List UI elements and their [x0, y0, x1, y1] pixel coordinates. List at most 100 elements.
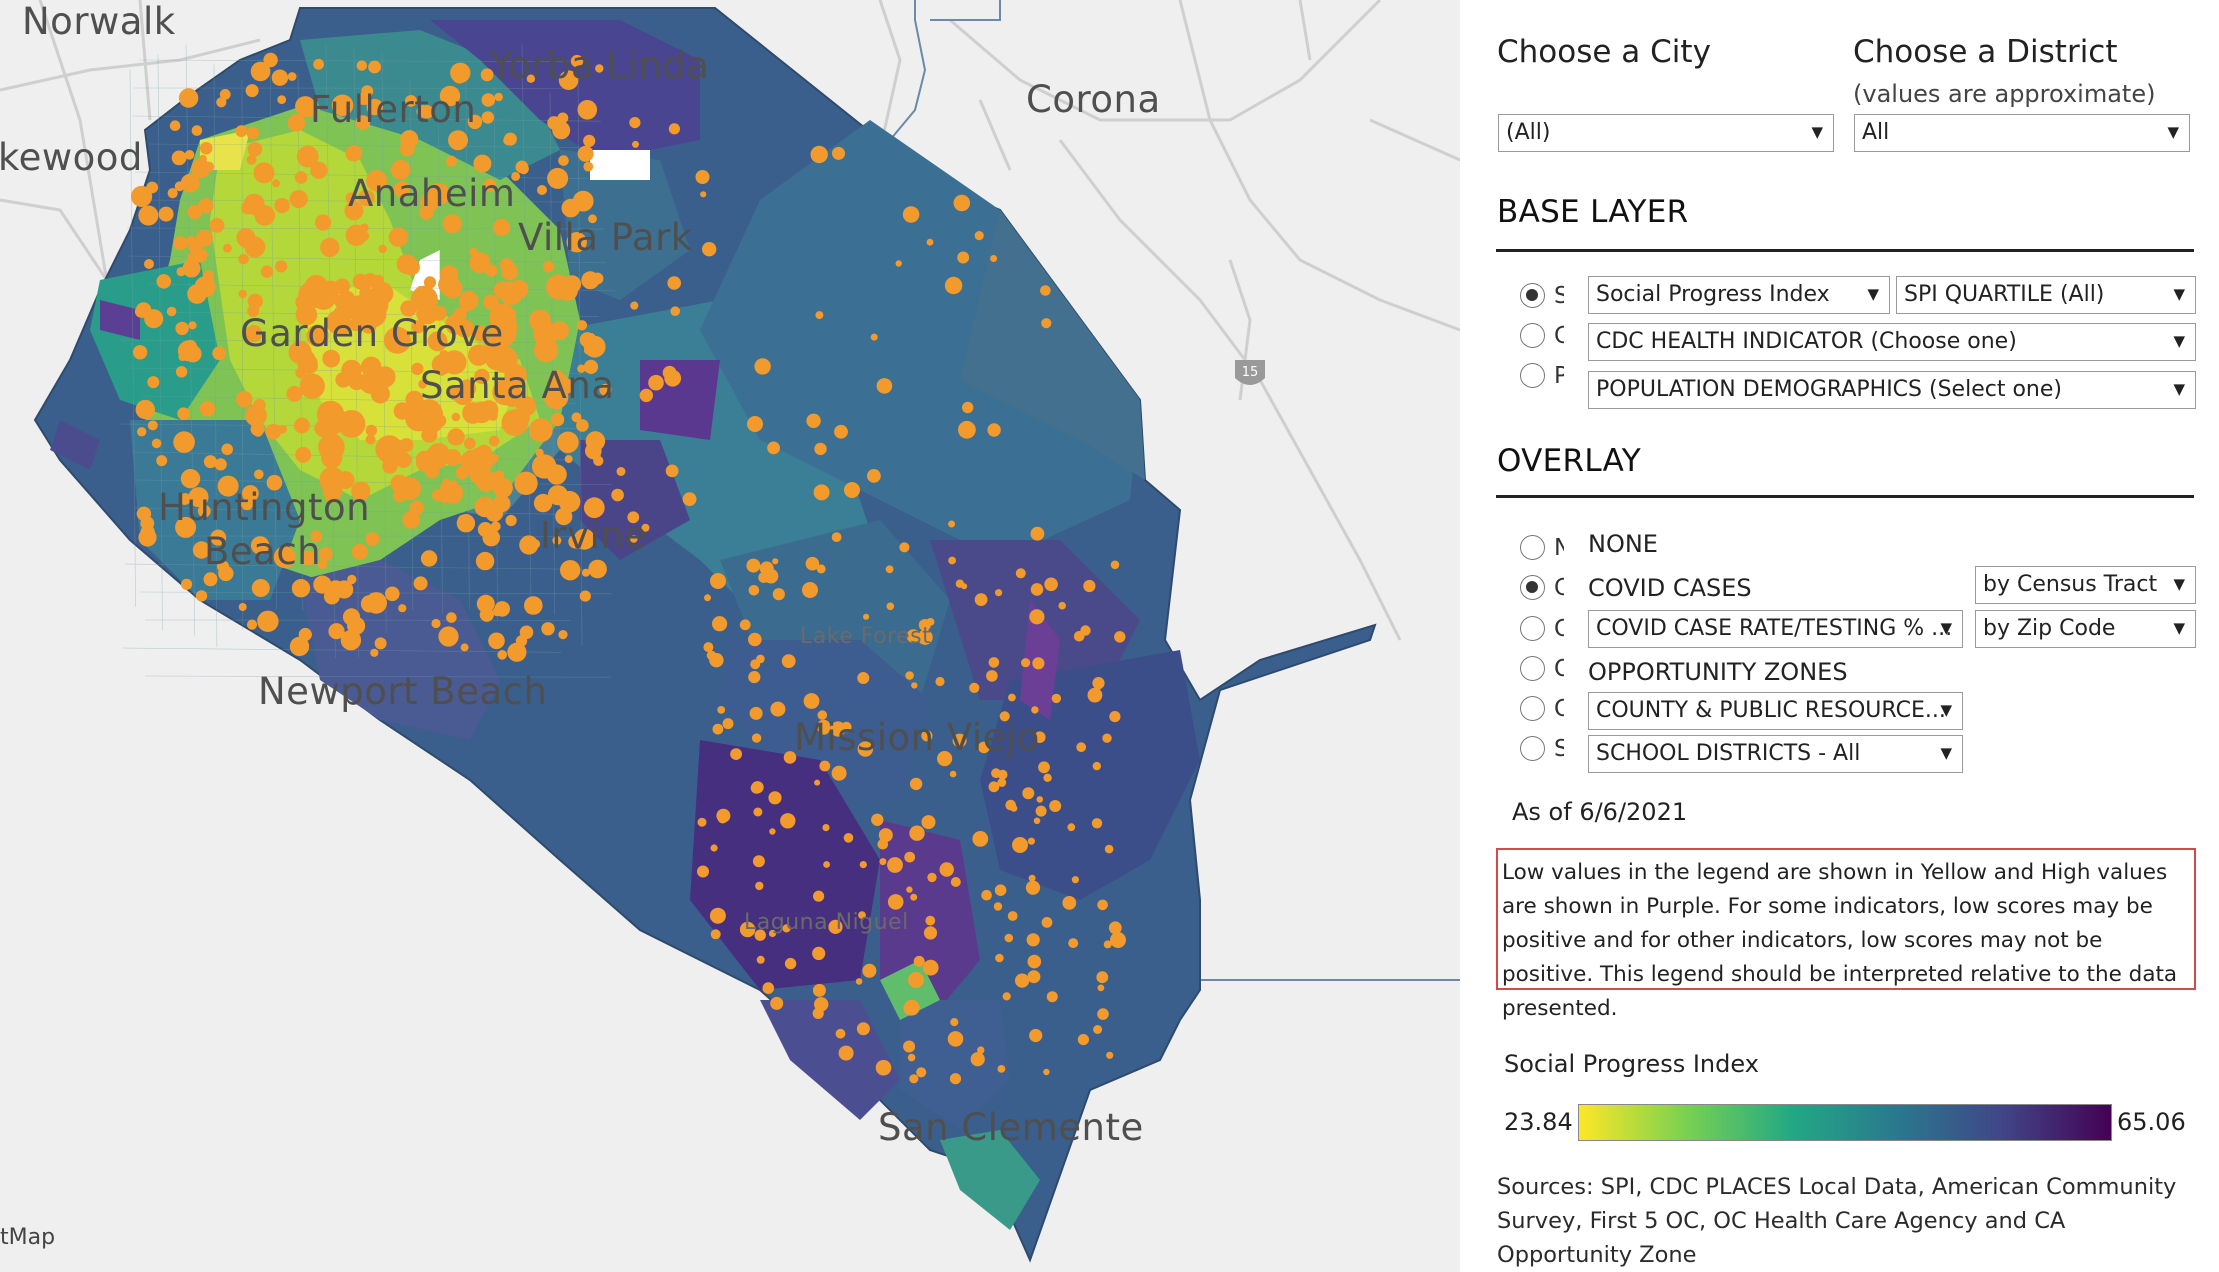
covid-case-dot[interactable] [1097, 899, 1108, 911]
covid-case-dot[interactable] [212, 346, 227, 361]
covid-case-dot[interactable] [1012, 837, 1028, 853]
covid-case-dot[interactable] [361, 356, 382, 377]
covid-case-dot[interactable] [299, 373, 325, 399]
covid-case-dot[interactable] [749, 706, 763, 720]
covid-case-dot[interactable] [955, 579, 965, 588]
covid-case-dot[interactable] [639, 388, 653, 403]
covid-case-dot[interactable] [751, 781, 764, 794]
covid-case-dot[interactable] [277, 95, 287, 104]
covid-case-dot[interactable] [186, 235, 196, 245]
covid-case-dot[interactable] [1035, 805, 1047, 817]
covid-case-dot[interactable] [1027, 837, 1035, 845]
covid-case-dot[interactable] [981, 889, 992, 901]
covid-case-dot[interactable] [370, 281, 394, 305]
covid-case-dot[interactable] [481, 111, 494, 124]
covid-case-dot[interactable] [313, 575, 332, 594]
covid-case-dot[interactable] [253, 426, 264, 437]
covid-case-dot[interactable] [289, 636, 310, 657]
covid-case-dot[interactable] [345, 192, 357, 204]
covid-case-dot[interactable] [331, 94, 354, 117]
covid-case-dot[interactable] [770, 701, 786, 717]
covid-case-dot[interactable] [418, 379, 427, 389]
covid-case-dot[interactable] [459, 291, 479, 311]
covid-case-dot[interactable] [958, 420, 976, 439]
covid-case-dot[interactable] [351, 481, 371, 501]
covid-case-dot[interactable] [858, 911, 866, 919]
covid-case-dot[interactable] [583, 497, 605, 519]
radio-overlay-opportunity-zones[interactable] [1520, 656, 1545, 681]
covid-case-dot[interactable] [245, 84, 259, 98]
covid-case-dot[interactable] [357, 95, 368, 105]
covid-case-dot[interactable] [1106, 1051, 1114, 1059]
covid-case-dot[interactable] [558, 630, 568, 640]
covid-case-dot[interactable] [473, 325, 489, 342]
covid-case-dot[interactable] [552, 121, 571, 140]
covid-case-dot[interactable] [272, 179, 280, 188]
covid-case-dot[interactable] [1077, 1034, 1089, 1046]
district-dropdown[interactable]: All ▼ [1854, 114, 2190, 152]
covid-case-dot[interactable] [528, 418, 553, 443]
covid-case-dot[interactable] [131, 185, 153, 207]
covid-case-dot[interactable] [203, 572, 218, 587]
covid-case-dot[interactable] [903, 1040, 916, 1053]
covid-case-dot[interactable] [722, 718, 734, 730]
covid-case-dot[interactable] [411, 285, 438, 313]
covid-case-dot[interactable] [530, 539, 541, 549]
covid-case-dot[interactable] [1104, 844, 1114, 854]
covid-case-dot[interactable] [1041, 318, 1052, 329]
covid-case-dot[interactable] [188, 321, 197, 330]
covid-case-dot[interactable] [1058, 601, 1066, 610]
covid-case-dot[interactable] [235, 125, 248, 138]
covid-case-dot[interactable] [781, 654, 796, 668]
covid-case-dot[interactable] [906, 629, 921, 643]
covid-case-dot[interactable] [497, 650, 508, 660]
covid-case-dot[interactable] [751, 733, 762, 743]
covid-case-dot[interactable] [524, 596, 543, 615]
covid-case-dot[interactable] [428, 183, 450, 205]
covid-case-dot[interactable] [552, 536, 562, 545]
covid-case-dot[interactable] [254, 205, 276, 226]
covid-case-dot[interactable] [834, 424, 848, 439]
covid-case-dot[interactable] [762, 982, 775, 994]
covid-case-dot[interactable] [780, 813, 796, 829]
covid-case-dot[interactable] [365, 592, 388, 614]
covid-case-dot[interactable] [547, 485, 569, 506]
covid-case-dot[interactable] [905, 671, 914, 680]
covid-case-dot[interactable] [386, 439, 406, 459]
covid-case-dot[interactable] [423, 276, 437, 289]
covid-case-dot[interactable] [191, 125, 203, 136]
covid-case-dot[interactable] [146, 181, 159, 194]
covid-case-dot[interactable] [879, 858, 887, 866]
covid-case-dot[interactable] [1015, 973, 1030, 988]
covid-case-dot[interactable] [1108, 921, 1122, 935]
covid-case-dot[interactable] [147, 376, 160, 389]
covid-case-dot[interactable] [537, 185, 547, 195]
covid-case-dot[interactable] [844, 482, 860, 498]
covid-case-dot[interactable] [366, 98, 383, 116]
covid-case-dot[interactable] [1051, 693, 1062, 704]
covid-case-dot[interactable] [184, 150, 195, 160]
covid-case-dot[interactable] [867, 469, 881, 483]
covid-case-dot[interactable] [399, 141, 415, 157]
covid-case-dot[interactable] [492, 379, 519, 406]
covid-case-dot[interactable] [857, 741, 873, 757]
covid-case-dot[interactable] [922, 959, 939, 976]
covid-case-dot[interactable] [1093, 681, 1102, 691]
covid-case-dot[interactable] [199, 142, 213, 155]
covid-case-dot[interactable] [709, 907, 726, 924]
covid-case-dot[interactable] [197, 504, 211, 518]
covid-case-dot[interactable] [344, 201, 364, 221]
covid-case-dot[interactable] [947, 1031, 964, 1047]
covid-case-dot[interactable] [748, 671, 761, 684]
covid-case-dot[interactable] [555, 507, 573, 526]
covid-case-dot[interactable] [301, 550, 316, 566]
covid-case-dot[interactable] [570, 54, 584, 68]
covid-case-dot[interactable] [910, 893, 918, 901]
covid-case-dot[interactable] [566, 232, 587, 253]
covid-case-dot[interactable] [579, 590, 591, 602]
covid-case-dot[interactable] [286, 385, 303, 402]
covid-case-dot[interactable] [480, 68, 494, 82]
covid-case-dot[interactable] [577, 100, 598, 120]
covid-case-dot[interactable] [863, 613, 870, 620]
covid-case-dot[interactable] [927, 872, 937, 883]
